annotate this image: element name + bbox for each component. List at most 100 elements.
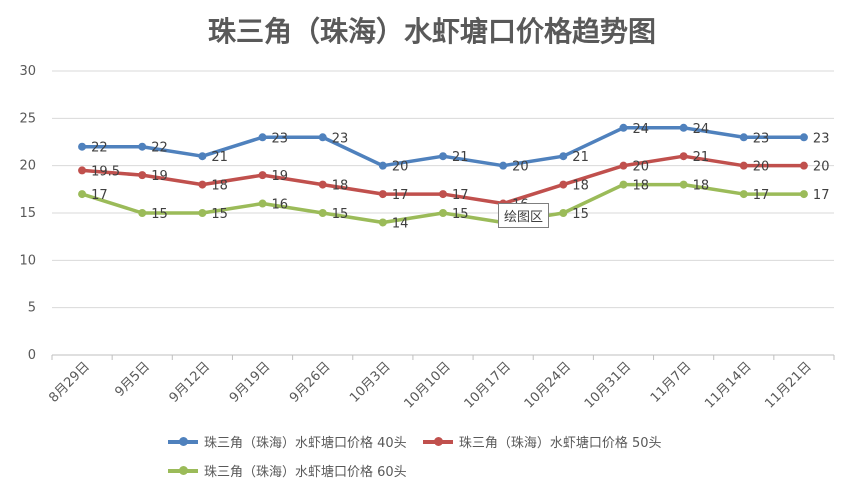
- series-lines[interactable]: [78, 123, 808, 227]
- data-point-1[interactable]: [198, 180, 207, 189]
- x-tick-label: 10月24日: [522, 359, 574, 411]
- y-tick-label: 20: [19, 159, 36, 174]
- data-label-0: 23: [332, 131, 349, 146]
- data-point-2[interactable]: [619, 180, 628, 189]
- x-tick-label: 8月29日: [46, 359, 93, 406]
- data-label-1: 19.5: [91, 164, 120, 179]
- data-label-0: 23: [753, 131, 770, 146]
- data-point-2[interactable]: [439, 209, 447, 217]
- y-tick-label: 30: [19, 64, 36, 79]
- data-label-1: 20: [753, 160, 770, 175]
- data-labels: 22 22 21 23 23 20 21 20 21 24 24 23 23 19.5 19 18 19 18 17…: [91, 122, 829, 232]
- data-label-0: 20: [392, 160, 409, 175]
- data-point-0[interactable]: [258, 133, 267, 142]
- data-point-2[interactable]: [378, 218, 387, 227]
- y-tick-label: 25: [19, 111, 36, 126]
- data-point-0[interactable]: [679, 123, 688, 132]
- data-point-2[interactable]: [198, 209, 207, 217]
- data-label-0: 21: [211, 150, 228, 165]
- axes: 0 5 10 15 20 25 30 8月29日 9月5日 9月12日 9月19日 9月26日 10月3…: [19, 64, 835, 412]
- data-label-1: 18: [211, 179, 228, 194]
- data-point-1[interactable]: [138, 171, 147, 180]
- legend-label-60: 珠三角（珠海）水虾塘口价格 60头: [204, 465, 407, 480]
- data-label-0: 22: [91, 141, 108, 156]
- legend-item-50[interactable]: 珠三角（珠海）水虾塘口价格 50头: [422, 432, 662, 451]
- data-label-1: 17: [392, 188, 409, 203]
- data-point-2[interactable]: [138, 209, 147, 217]
- chart-title: 珠三角（珠海）水虾塘口价格趋势图: [207, 15, 656, 48]
- y-tick-label: 5: [28, 301, 36, 316]
- plot-area-tooltip: 绘图区: [498, 203, 550, 228]
- data-point-0[interactable]: [799, 133, 808, 142]
- data-point-1[interactable]: [439, 190, 447, 199]
- legend-swatch-50: [422, 436, 453, 446]
- x-tick-label: 9月26日: [287, 359, 334, 406]
- data-point-2[interactable]: [318, 209, 327, 217]
- legend-swatch-60: [168, 465, 198, 475]
- x-tick-label: 10月17日: [462, 359, 514, 411]
- data-label-2: 15: [572, 207, 589, 222]
- data-point-1[interactable]: [78, 166, 87, 175]
- data-point-0[interactable]: [198, 152, 207, 161]
- data-point-0[interactable]: [378, 161, 387, 170]
- x-tick-label: 10月31日: [582, 359, 634, 411]
- data-label-0: 22: [151, 141, 168, 156]
- data-point-1[interactable]: [679, 152, 688, 161]
- data-point-0[interactable]: [739, 133, 748, 142]
- data-point-0[interactable]: [138, 142, 147, 151]
- data-point-2[interactable]: [739, 190, 748, 199]
- legend-item-40[interactable]: 珠三角（珠海）水虾塘口价格 40头: [168, 432, 407, 451]
- data-label-0: 21: [572, 150, 589, 165]
- x-tick-label: 9月5日: [112, 359, 153, 400]
- data-label-1: 17: [452, 188, 469, 203]
- legend-label-40: 珠三角（珠海）水虾塘口价格 40头: [204, 436, 407, 451]
- data-label-2: 15: [151, 207, 168, 222]
- data-label-2: 15: [452, 207, 469, 222]
- data-label-0: 24: [632, 122, 649, 137]
- x-tick-label: 10月10日: [401, 359, 453, 411]
- data-label-2: 18: [693, 179, 710, 194]
- data-label-2: 14: [392, 216, 409, 231]
- data-point-1[interactable]: [619, 161, 628, 170]
- data-point-1[interactable]: [799, 161, 808, 170]
- data-label-0: 24: [693, 122, 710, 137]
- data-point-2[interactable]: [258, 199, 267, 208]
- x-tick-label: 9月12日: [167, 359, 214, 406]
- data-label-0: 20: [512, 160, 529, 175]
- data-point-1[interactable]: [258, 171, 267, 180]
- y-tick-label: 15: [19, 206, 36, 221]
- data-point-2[interactable]: [78, 190, 87, 199]
- data-label-0: 23: [272, 131, 289, 146]
- data-label-2: 17: [91, 188, 108, 203]
- data-point-1[interactable]: [559, 180, 568, 189]
- y-tick-label: 0: [28, 348, 36, 363]
- data-label-2: 17: [813, 188, 830, 203]
- data-point-1[interactable]: [378, 190, 387, 199]
- data-label-1: 20: [813, 160, 830, 175]
- data-label-2: 15: [332, 207, 349, 222]
- data-point-0[interactable]: [499, 161, 508, 170]
- data-point-1[interactable]: [318, 180, 327, 189]
- data-point-0[interactable]: [619, 123, 628, 132]
- data-point-0[interactable]: [318, 133, 327, 142]
- legend-item-60[interactable]: 珠三角（珠海）水虾塘口价格 60头: [168, 461, 407, 480]
- data-point-1[interactable]: [739, 161, 748, 170]
- legend-swatch-40: [168, 436, 198, 446]
- data-point-2[interactable]: [559, 209, 568, 217]
- data-label-2: 17: [753, 188, 770, 203]
- data-label-0: 21: [452, 150, 469, 165]
- data-point-2[interactable]: [679, 180, 688, 189]
- data-label-1: 18: [332, 179, 349, 194]
- data-label-1: 20: [632, 160, 649, 175]
- data-point-2[interactable]: [799, 190, 808, 199]
- data-label-1: 21: [693, 150, 710, 165]
- data-point-0[interactable]: [78, 142, 87, 151]
- data-point-0[interactable]: [439, 152, 447, 161]
- data-point-0[interactable]: [559, 152, 568, 161]
- x-tick-label: 11月7日: [648, 359, 695, 406]
- data-label-2: 18: [632, 179, 649, 194]
- y-tick-label: 10: [19, 253, 36, 268]
- data-label-0: 23: [813, 131, 830, 146]
- data-label-1: 19: [151, 169, 168, 184]
